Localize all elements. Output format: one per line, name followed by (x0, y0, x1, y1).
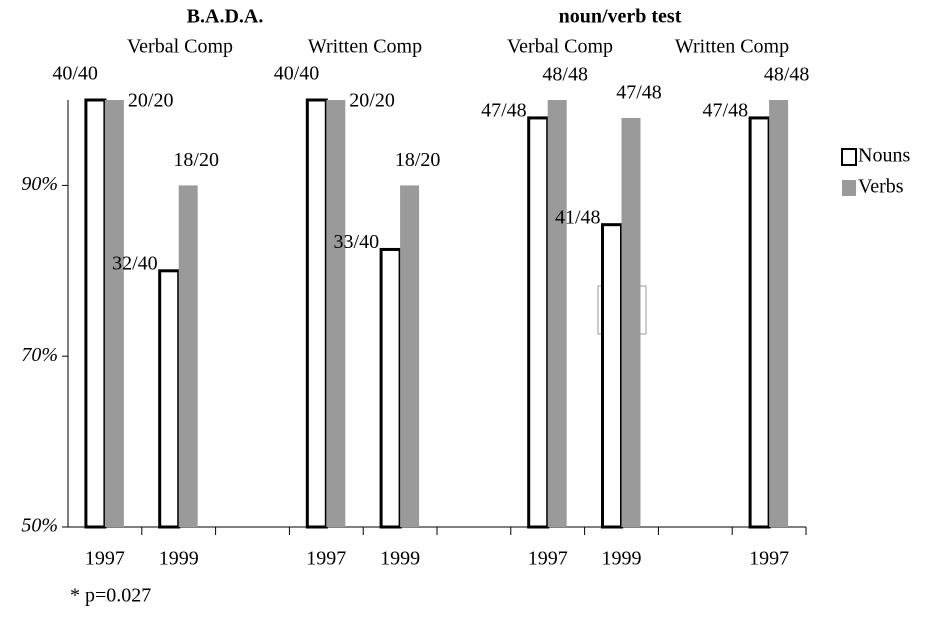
value-label: 18/20 (173, 149, 219, 171)
x-tick-label: 1999 (602, 548, 642, 570)
bar (158, 269, 181, 529)
value-label: 20/20 (128, 90, 174, 112)
value-label: 48/48 (764, 64, 810, 86)
bar (547, 100, 567, 527)
x-tick-label: 1999 (159, 548, 199, 570)
group-subheading: Verbal Comp (507, 36, 613, 58)
y-tick-label: 70% (21, 344, 58, 366)
legend-swatch (841, 148, 857, 166)
group-heading: B.A.D.A. (187, 6, 264, 28)
group-subheading: Written Comp (675, 36, 789, 58)
x-tick-label: 1997 (749, 548, 789, 570)
x-tick-label: 1997 (528, 548, 568, 570)
footnote: * p=0.027 (70, 585, 151, 607)
bar (104, 100, 124, 527)
bar (748, 116, 771, 529)
bar (379, 247, 402, 529)
value-label: 20/20 (349, 90, 395, 112)
value-label: 47/48 (616, 82, 662, 104)
y-tick-label: 90% (21, 173, 58, 195)
bar (326, 100, 346, 527)
bar (400, 185, 420, 527)
y-tick-label: 50% (21, 515, 58, 537)
legend-label: Verbs (858, 176, 904, 198)
value-label: 32/40 (112, 252, 158, 274)
value-label: 18/20 (395, 149, 441, 171)
legend-swatch (842, 180, 856, 196)
bar (601, 223, 623, 529)
group-heading: noun/verb test (559, 6, 682, 28)
value-label: 41/48 (555, 206, 601, 228)
x-tick-label: 1997 (85, 548, 125, 570)
bar (621, 117, 641, 528)
group-subheading: Written Comp (308, 36, 422, 58)
legend-label: Nouns (858, 145, 910, 167)
value-label: 33/40 (334, 231, 380, 253)
value-label: 48/48 (542, 64, 588, 86)
x-tick-label: 1999 (380, 548, 420, 570)
bar (305, 98, 328, 529)
value-label: 47/48 (703, 100, 749, 122)
value-label: 47/48 (481, 100, 527, 122)
bar (178, 185, 198, 527)
x-tick-label: 1997 (306, 548, 346, 570)
bar (769, 100, 789, 527)
value-label: 40/40 (274, 63, 320, 85)
group-subheading: Verbal Comp (127, 36, 233, 58)
bar (84, 98, 107, 529)
bar (527, 116, 550, 529)
value-label: 40/40 (52, 63, 98, 85)
